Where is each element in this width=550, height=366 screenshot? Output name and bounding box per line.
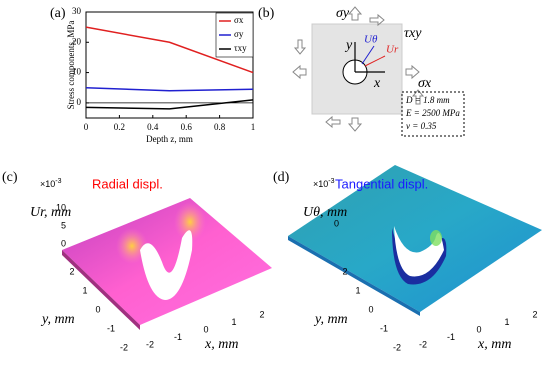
surface (62, 198, 272, 325)
z-exponent: ×10-3 (40, 178, 62, 190)
panel-label: (b) (258, 6, 275, 21)
surface-edge (288, 236, 420, 316)
u-r-label: Ur (386, 44, 399, 56)
x-tick-label: 1 (504, 317, 509, 327)
load-arrows (292, 6, 425, 132)
sigma-x-label: σx (418, 76, 432, 91)
exponent-base: ×10 (313, 179, 328, 189)
y-tick-label: 0 (77, 97, 82, 107)
z-tick-label: 0 (61, 238, 66, 248)
x-tick-label: 0.6 (181, 122, 193, 132)
z-exponent: ×10-3 (313, 178, 335, 190)
x-tick-label: 0.8 (214, 122, 226, 132)
y-tick-label: 2 (342, 266, 347, 276)
legend-label: σx (234, 15, 244, 25)
sigma-y-label: σy (336, 6, 350, 21)
exponent-power: -3 (328, 178, 334, 185)
axis-label: x (373, 76, 381, 91)
exponent-base: ×10 (40, 179, 55, 189)
x-axis-label: x, mm (477, 337, 511, 352)
legend-label: σy (234, 29, 244, 39)
axis-label: y (344, 38, 353, 53)
legend-label: τxy (234, 43, 247, 53)
x-tick-label: 0 (203, 324, 208, 334)
z-tick-label: 0 (334, 218, 339, 228)
x-tick-label: 2 (259, 309, 264, 319)
param-box (401, 91, 465, 137)
y-axis-label: y, mm (313, 312, 348, 327)
y-tick-label: -2 (120, 342, 128, 352)
diagram: (b) y x Uθ Ur σy τxy σx D = 1.8 mm E = 25… (258, 6, 465, 137)
x-tick-label: -1 (174, 332, 182, 342)
x-tick-label: 0 (476, 324, 481, 334)
surface-d (288, 165, 542, 316)
plot-frame (85, 11, 254, 119)
x-tick-label: -2 (146, 339, 154, 349)
param-text: E = 2500 MPa (405, 108, 460, 118)
surface-edge (62, 250, 140, 330)
z-axis-label: Ur, mm (30, 205, 71, 220)
surface-title: Tangential displ. (335, 176, 428, 191)
param-text: ν = 0.35 (406, 121, 437, 131)
z-axis-label: Uθ, mm (303, 205, 347, 220)
y-tick-label: 2 (69, 266, 74, 276)
series-line (85, 99, 254, 110)
surface-hole (394, 226, 444, 277)
y-tick-label: 1 (82, 285, 87, 295)
y-axis-label: Stress components, MPa (66, 21, 76, 110)
u-r-arrow (364, 55, 386, 67)
surface-c (62, 198, 272, 330)
x-tick-label: 0 (84, 122, 89, 132)
y-tick-label: 0 (368, 304, 373, 314)
x-tick-label: -1 (447, 332, 455, 342)
series-line (85, 86, 254, 92)
y-tick-label: -1 (107, 323, 115, 333)
z-tick-label: 10 (56, 202, 66, 212)
exponent-power: -3 (55, 178, 61, 185)
x-tick-label: 1 (231, 317, 236, 327)
panel-label: (c) (2, 170, 18, 185)
x-axis-label: x, mm (204, 337, 238, 352)
y-tick-label: 10 (72, 67, 82, 77)
x-tick-label: 0.2 (114, 122, 125, 132)
u-theta-arrow (361, 45, 375, 65)
z-tick-label: 5 (61, 220, 66, 230)
surface-peak (116, 228, 148, 264)
surface-title: Radial displ. (92, 176, 163, 191)
x-axis-label: Depth z, mm (146, 134, 193, 144)
y-tick-label: 20 (72, 36, 82, 46)
y-tick-label: -1 (380, 323, 388, 333)
y-tick-label: 0 (95, 304, 100, 314)
y-tick-label: 1 (355, 285, 360, 295)
y-tick-label: 30 (72, 6, 82, 16)
surface-hole (140, 230, 193, 300)
y-tick-label: -2 (393, 342, 401, 352)
tau-label: τxy (404, 26, 422, 41)
surface-peak (174, 202, 206, 242)
surface (288, 165, 542, 312)
param-text: D = 1.8 mm (405, 95, 450, 105)
x-tick-label: 0.4 (147, 122, 159, 132)
panel-label: (d) (273, 170, 290, 185)
u-theta-label: Uθ (364, 34, 378, 46)
series-line (85, 26, 254, 74)
x-tick-label: -2 (419, 339, 427, 349)
surface-peak (430, 230, 442, 246)
x-tick-label: 1 (251, 122, 256, 132)
y-axis-label: y, mm (40, 312, 75, 327)
panel-label: (a) (50, 6, 66, 21)
x-tick-label: 2 (532, 309, 537, 319)
